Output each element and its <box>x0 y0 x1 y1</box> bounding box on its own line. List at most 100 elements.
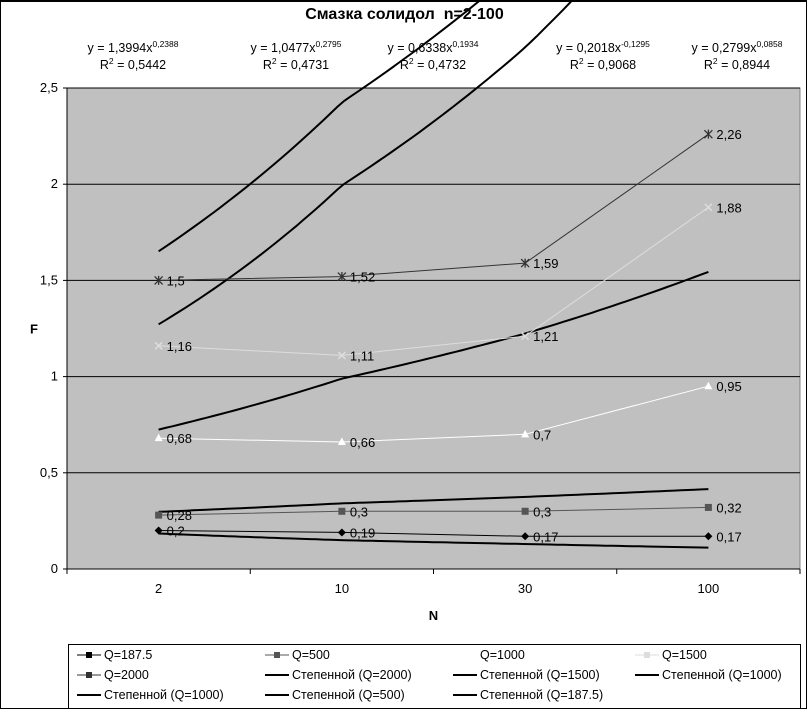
x-axis-title: N <box>429 608 438 623</box>
r2-exponent: 2 <box>108 56 114 67</box>
data-label: 1,11 <box>350 348 374 363</box>
data-label: 0,95 <box>716 379 741 394</box>
equation-coef: y = 0,2018x <box>556 41 622 56</box>
legend-swatch <box>265 674 289 676</box>
data-label: 0,19 <box>350 525 375 540</box>
equation-exponent: -0,1295 <box>621 39 650 49</box>
equation-exponent: 0,0858 <box>756 39 783 49</box>
legend-swatch <box>635 652 659 658</box>
legend-swatch <box>77 694 101 696</box>
legend-label: Степенной (Q=1500) <box>480 668 600 682</box>
equation-exponent: 0,2795 <box>315 39 342 49</box>
data-label: 1,5 <box>167 273 185 288</box>
legend-label: Q=1000 <box>480 648 525 662</box>
data-label: 1,88 <box>716 200 741 215</box>
y-tick-label: 0,5 <box>40 465 58 480</box>
data-point <box>337 528 346 537</box>
legend-item: Q=1500 <box>635 648 707 662</box>
equation-coef: y = 1,3994x <box>87 41 153 56</box>
data-label: 1,16 <box>167 339 192 354</box>
y-tick-label: 2,5 <box>40 80 58 95</box>
legend-item: Степенной (Q=1500) <box>453 668 600 682</box>
data-point <box>155 511 163 519</box>
data-label: 0,28 <box>167 508 192 523</box>
data-point <box>337 272 347 282</box>
trendline <box>158 0 574 326</box>
legend-label: Q=187.5 <box>104 648 153 662</box>
data-label: 2,26 <box>716 127 741 142</box>
data-point <box>521 332 530 341</box>
legend-label: Степенной (Q=187.5) <box>480 688 604 702</box>
legend-item: Q=187.5 <box>77 648 152 662</box>
data-point <box>521 507 529 515</box>
legend-item: Степенной (Q=1000) <box>77 688 224 702</box>
series-line <box>158 506 709 516</box>
r2-label: R <box>569 58 579 73</box>
r2-label: R <box>399 58 409 73</box>
trendline <box>158 0 483 253</box>
legend-swatch <box>77 672 101 678</box>
legend-swatch <box>265 694 289 696</box>
legend-item: Q=2000 <box>77 668 149 682</box>
legend-item: Q=1000 <box>453 648 525 662</box>
data-label: 0,17 <box>716 529 741 544</box>
r2-value: = 0,4731 <box>276 58 330 73</box>
y-axis-title: F <box>30 322 38 337</box>
x-tick-label: 2 <box>155 581 162 596</box>
legend-item: Степенной (Q=500) <box>265 688 405 702</box>
y-tick-label: 1 <box>51 369 58 384</box>
chart-title: Смазка солидол n=2-100 <box>305 6 504 23</box>
data-point <box>703 129 713 139</box>
chart-legend: Q=187.5 Q=500 Q=1000 Q=1500 Q=2000 Степенной … <box>68 644 801 709</box>
equation-exponent: 0,1934 <box>452 39 479 49</box>
equation-label: y = 1,3994x0,2388 R2 = 0,5442 <box>62 39 204 72</box>
equation-coef: y = 0,6338x <box>387 41 453 56</box>
legend-label: Q=500 <box>292 648 330 662</box>
legend-swatch <box>635 674 659 676</box>
legend-swatch <box>265 652 289 658</box>
legend-label: Q=1500 <box>662 648 707 662</box>
data-label: 0,32 <box>716 500 741 515</box>
r2-exponent: 2 <box>271 56 277 67</box>
plot-area <box>66 87 801 570</box>
legend-item: Степенной (Q=187.5) <box>453 688 603 702</box>
equation-label: y = 1,0477x0,2795 R2 = 0,4731 <box>225 39 367 72</box>
trendline <box>158 532 709 549</box>
data-label: 0,2 <box>167 524 185 539</box>
equation-label: y = 0,2018x-0,1295 R2 = 0,9068 <box>532 39 674 72</box>
data-point <box>338 507 346 515</box>
data-point <box>704 532 713 541</box>
legend-item: Q=500 <box>265 648 330 662</box>
legend-label: Степенной (Q=500) <box>292 688 405 702</box>
x-tick-label: 10 <box>335 581 349 596</box>
data-point <box>521 429 530 438</box>
data-point <box>154 526 163 535</box>
y-tick-label: 1,5 <box>40 272 58 287</box>
trendline <box>158 270 709 431</box>
r2-label: R <box>99 58 109 73</box>
r2-label: R <box>262 58 272 73</box>
series-line <box>158 530 709 537</box>
y-tick-label: 2 <box>51 176 58 191</box>
legend-swatch <box>453 674 477 676</box>
data-point <box>154 433 163 442</box>
data-point <box>704 381 713 390</box>
data-point <box>337 351 346 360</box>
data-point <box>704 203 713 212</box>
legend-label: Степенной (Q=2000) <box>292 668 412 682</box>
legend-label: Степенной (Q=1000) <box>662 668 782 682</box>
data-label: 0,68 <box>167 431 192 446</box>
trendline <box>158 488 709 513</box>
r2-value: = 0,9068 <box>583 58 637 73</box>
series-line <box>158 206 709 356</box>
legend-swatch <box>77 652 101 658</box>
x-tick-label: 100 <box>698 581 720 596</box>
r2-exponent: 2 <box>578 56 584 67</box>
data-point <box>154 341 163 350</box>
data-label: 1,52 <box>350 270 375 285</box>
legend-label: Степенной (Q=1000) <box>104 688 224 702</box>
legend-label: Q=2000 <box>104 668 149 682</box>
data-label: 1,21 <box>533 329 558 344</box>
data-label: 0,7 <box>533 427 551 442</box>
